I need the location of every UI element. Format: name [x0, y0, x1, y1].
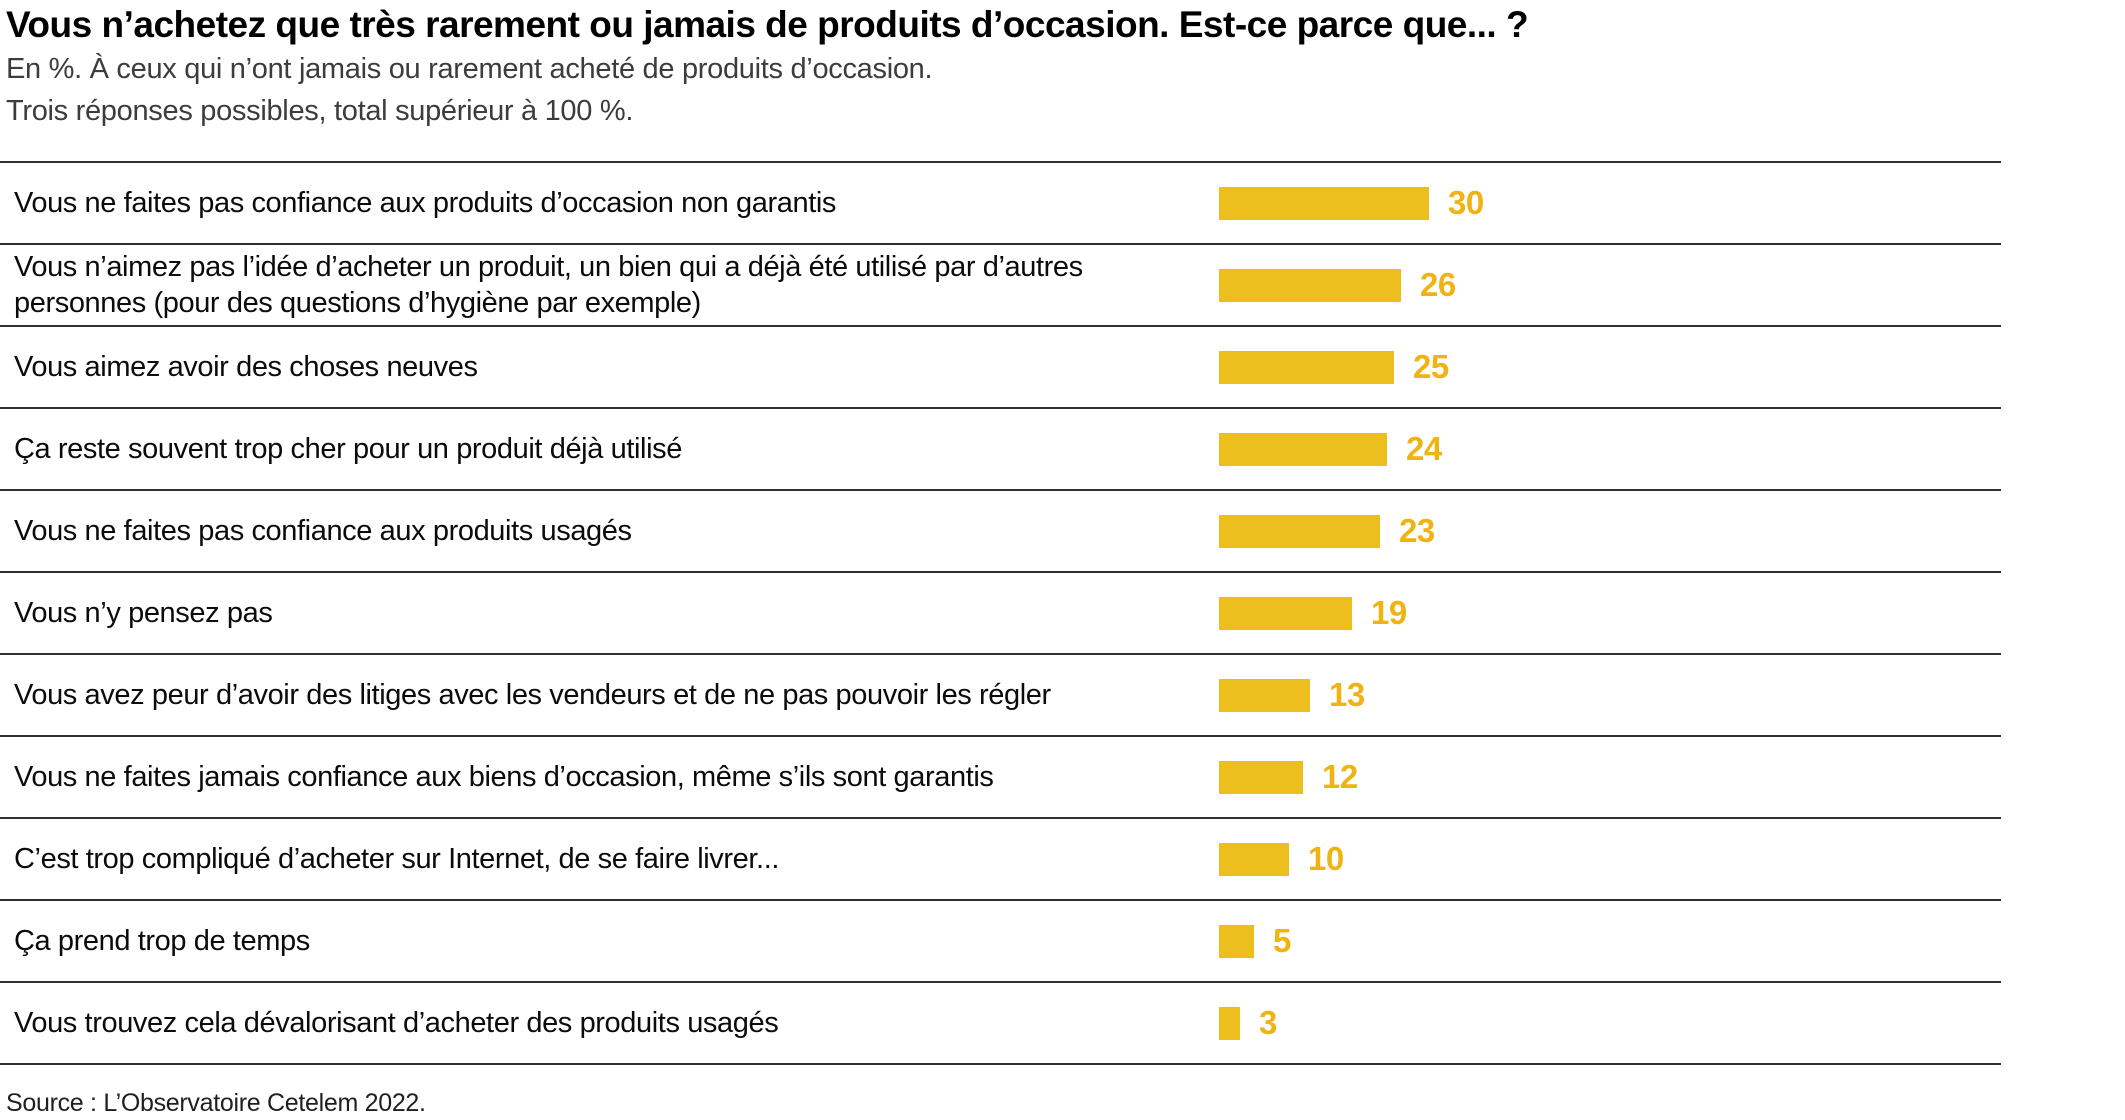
row-bar-cell: 25 — [1219, 348, 2001, 386]
row-bar-cell: 10 — [1219, 840, 2001, 878]
chart-row: Vous aimez avoir des choses neuves 25 — [0, 325, 2001, 407]
row-bar — [1219, 842, 1289, 876]
row-label: Vous ne faites jamais confiance aux bien… — [14, 761, 994, 793]
row-value: 19 — [1371, 594, 1407, 631]
row-value: 13 — [1329, 676, 1365, 713]
row-bar-cell: 26 — [1219, 266, 2001, 304]
row-bar — [1219, 514, 1380, 548]
row-bar — [1219, 350, 1394, 384]
row-bar-cell: 19 — [1219, 594, 2001, 632]
row-bar-cell: 12 — [1219, 758, 2001, 796]
chart-row: Ça prend trop de temps 5 — [0, 899, 2001, 981]
chart-row: Ça reste souvent trop cher pour un produ… — [0, 407, 2001, 489]
row-bar — [1219, 760, 1303, 794]
row-label: Ça reste souvent trop cher pour un produ… — [14, 433, 682, 465]
bar-chart: Vous ne faites pas confiance aux produit… — [0, 161, 2001, 1065]
row-label: Vous trouvez cela dévalorisant d’acheter… — [14, 1007, 779, 1039]
row-bar — [1219, 1006, 1240, 1040]
row-bar — [1219, 596, 1352, 630]
row-value: 3 — [1259, 1004, 1277, 1041]
chart-subtitle-line2: Trois réponses possibles, total supérieu… — [6, 95, 634, 127]
chart-footer: Source : L’Observatoire Cetelem 2022. — [0, 1065, 2125, 1118]
chart-row: Vous trouvez cela dévalorisant d’acheter… — [0, 981, 2001, 1063]
chart-row: Vous n’aimez pas l’idée d’acheter un pro… — [0, 243, 2001, 325]
chart-row: Vous n’y pensez pas 19 — [0, 571, 2001, 653]
row-label: C’est trop compliqué d’acheter sur Inter… — [14, 843, 780, 875]
row-label: Vous ne faites pas confiance aux produit… — [14, 515, 632, 547]
row-bar — [1219, 924, 1254, 958]
chart-title: Vous n’achetez que très rarement ou jama… — [6, 4, 1529, 45]
chart-row: Vous ne faites pas confiance aux produit… — [0, 489, 2001, 571]
source-note: Source : L’Observatoire Cetelem 2022. — [6, 1089, 426, 1117]
chart-row: Vous avez peur d’avoir des litiges avec … — [0, 653, 2001, 735]
row-label: Vous ne faites pas confiance aux produit… — [14, 187, 836, 219]
row-bar-cell: 3 — [1219, 1004, 2001, 1042]
chart-subtitle-line1: En %. À ceux qui n’ont jamais ou raremen… — [6, 53, 933, 85]
row-label: Vous aimez avoir des choses neuves — [14, 351, 478, 383]
row-bar — [1219, 678, 1310, 712]
row-value: 26 — [1420, 266, 1456, 303]
row-bar — [1219, 268, 1401, 302]
row-bar-cell: 24 — [1219, 430, 2001, 468]
chart-header: Vous n’achetez que très rarement ou jama… — [0, 0, 2125, 161]
row-label: Vous avez peur d’avoir des litiges avec … — [14, 679, 1051, 711]
row-bar — [1219, 186, 1429, 220]
row-bar-cell: 13 — [1219, 676, 2001, 714]
row-bar — [1219, 432, 1387, 466]
row-value: 25 — [1413, 348, 1449, 385]
row-value: 5 — [1273, 922, 1291, 959]
row-bar-cell: 30 — [1219, 184, 2001, 222]
row-value: 24 — [1406, 430, 1442, 467]
row-value: 10 — [1308, 840, 1344, 877]
row-bar-cell: 5 — [1219, 922, 2001, 960]
row-value: 30 — [1448, 184, 1484, 221]
row-label: Vous n’aimez pas l’idée d’acheter un pro… — [14, 251, 1083, 319]
row-value: 23 — [1399, 512, 1435, 549]
row-bar-cell: 23 — [1219, 512, 2001, 550]
row-label: Vous n’y pensez pas — [14, 597, 273, 629]
row-value: 12 — [1322, 758, 1358, 795]
chart-row: Vous ne faites pas confiance aux produit… — [0, 161, 2001, 243]
chart-row: Vous ne faites jamais confiance aux bien… — [0, 735, 2001, 817]
row-label: Ça prend trop de temps — [14, 925, 310, 957]
chart-row: C’est trop compliqué d’acheter sur Inter… — [0, 817, 2001, 899]
